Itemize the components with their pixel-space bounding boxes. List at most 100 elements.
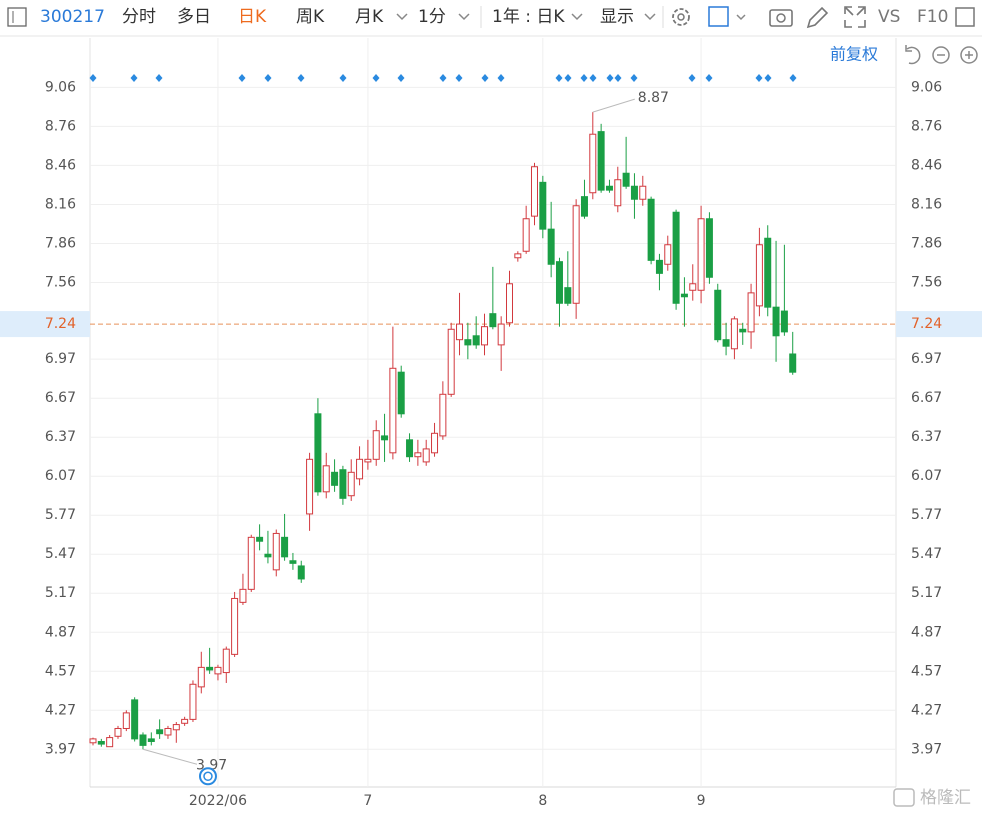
candle-body <box>314 413 322 493</box>
candle-body <box>364 458 372 463</box>
candle-body <box>497 323 505 346</box>
y2-tick-label: 4.57 <box>911 663 942 679</box>
tab[interactable]: 分时 <box>122 7 156 27</box>
last-price-label: 7.24 <box>911 316 942 332</box>
candle-body <box>422 448 430 463</box>
y2-tick-label: 9.06 <box>911 79 942 95</box>
candle-body <box>580 196 588 217</box>
y-tick-label: 8.46 <box>45 157 76 173</box>
tab[interactable]: 周K <box>296 7 325 27</box>
candle-body <box>689 283 697 291</box>
candle-body <box>680 293 688 298</box>
pen-icon[interactable] <box>806 6 829 29</box>
candle-body <box>381 435 389 441</box>
candle-body <box>406 439 414 458</box>
y-tick-label: 7.86 <box>45 235 76 251</box>
event-marker <box>397 74 405 82</box>
y-tick-label: 5.47 <box>45 546 76 562</box>
candle-body <box>614 179 622 207</box>
candle-body <box>356 458 364 480</box>
candle-body <box>589 133 597 194</box>
zoom-out-icon[interactable] <box>932 46 950 64</box>
zoom-in-icon[interactable] <box>960 46 978 64</box>
candle-body <box>114 727 122 737</box>
fullscreen-icon[interactable] <box>844 6 866 28</box>
tab[interactable]: 多日 <box>177 7 211 27</box>
camera-icon[interactable] <box>769 9 793 27</box>
event-marker <box>439 74 447 82</box>
settings-icon[interactable] <box>672 8 690 26</box>
y-tick-label: 5.77 <box>45 507 76 523</box>
x-tick-label: 2022/06 <box>189 793 247 809</box>
event-marker <box>630 74 638 82</box>
chevron <box>644 13 656 21</box>
candle-body <box>164 727 172 736</box>
x-tick-label: 9 <box>697 793 706 809</box>
candle-body <box>780 310 788 333</box>
event-marker <box>789 74 797 82</box>
candle-body <box>789 353 797 373</box>
event-marker <box>497 74 505 82</box>
settings-icon-center <box>677 13 685 21</box>
last-price-band <box>896 311 982 338</box>
event-marker <box>555 74 563 82</box>
candle-body <box>297 565 305 580</box>
candle-body <box>447 328 455 395</box>
event-marker <box>564 74 572 82</box>
candle-body <box>697 218 705 291</box>
candle-body <box>755 244 763 307</box>
vs-button[interactable]: VS <box>878 7 900 27</box>
candle-body <box>239 588 247 603</box>
x-tick-label: 7 <box>363 793 372 809</box>
camera-lens <box>776 13 786 23</box>
event-marker <box>297 74 305 82</box>
candle-body <box>214 666 222 675</box>
event-marker <box>238 74 246 82</box>
x-tick-label: 8 <box>538 793 547 809</box>
y-tick-label: 6.07 <box>45 468 76 484</box>
high-label: 8.87 <box>638 90 669 106</box>
candle-body <box>322 465 330 493</box>
candle-body <box>197 666 205 688</box>
adjust-select[interactable]: 前复权 <box>830 45 878 64</box>
candle-body <box>206 666 214 671</box>
undo-icon[interactable] <box>905 45 921 65</box>
display-select[interactable]: 显示 <box>600 7 634 27</box>
y-tick-label: 6.97 <box>45 351 76 367</box>
candle-body <box>306 458 314 515</box>
low-pointer <box>142 748 198 765</box>
overlay-icon[interactable] <box>708 6 729 27</box>
tab[interactable]: 1分 <box>418 7 446 27</box>
candle-body <box>472 335 480 346</box>
window-icon[interactable] <box>955 7 975 27</box>
candle-body <box>122 712 130 729</box>
high-pointer <box>592 98 635 113</box>
toolbar: 300217 分时 多日 日K 周K 月K 1分 1年 : 日K 显示 VS F… <box>0 6 982 37</box>
candle-body <box>231 597 239 655</box>
y-tick-label: 9.06 <box>45 79 76 95</box>
event-marker <box>89 74 97 82</box>
tab[interactable]: 月K <box>355 7 384 27</box>
f10-button[interactable]: F10 <box>917 7 948 27</box>
candle-body <box>639 185 647 200</box>
y2-tick-label: 8.16 <box>911 196 942 212</box>
tab-active[interactable]: 日K <box>238 7 267 27</box>
chevron <box>458 13 470 21</box>
event-marker <box>688 74 696 82</box>
event-marker <box>755 74 763 82</box>
period-select[interactable]: 1年 : 日K <box>492 7 565 27</box>
candle-body <box>347 471 355 497</box>
candle-body <box>189 683 197 720</box>
candle-body <box>489 313 497 328</box>
stock-code[interactable]: 300217 <box>40 7 105 27</box>
candle-body <box>389 367 397 454</box>
candle-body <box>431 432 439 454</box>
candle-body <box>172 724 180 731</box>
candle-body <box>222 648 230 674</box>
candle-body <box>555 261 563 304</box>
candle-body <box>289 560 297 564</box>
y2-tick-label: 3.97 <box>911 741 942 757</box>
event-marker <box>580 74 588 82</box>
menu-icon[interactable] <box>7 7 27 27</box>
candle-body <box>647 198 655 261</box>
